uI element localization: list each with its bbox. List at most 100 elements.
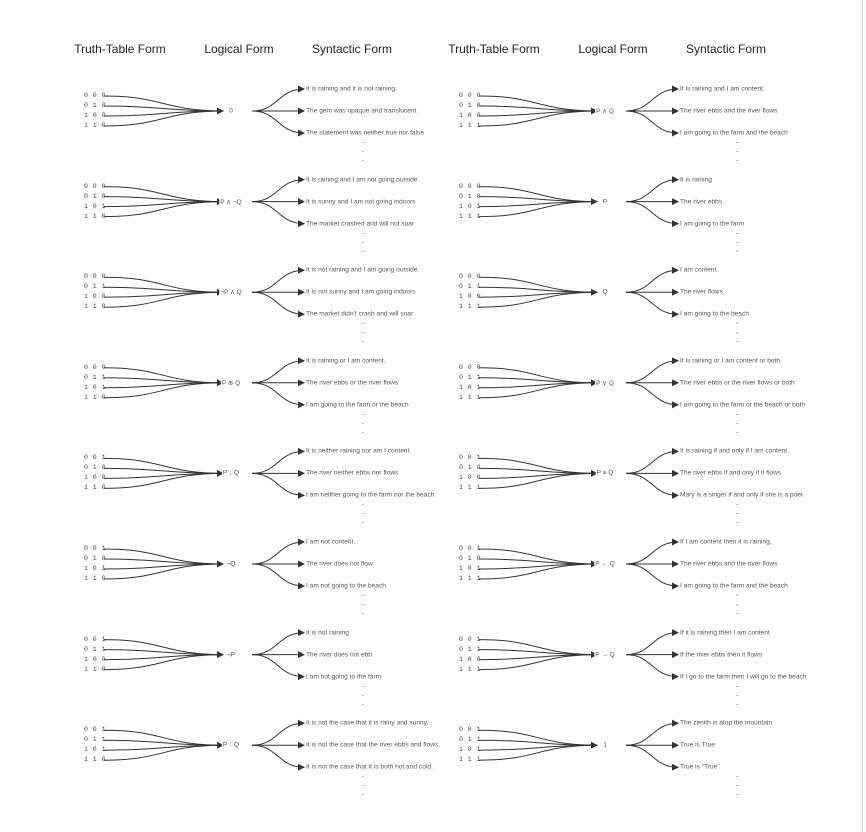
truth-table-right-6: 0 0 1 0 1 0 1 0 1 1 1 1 bbox=[459, 544, 481, 584]
fan-out-arrow bbox=[251, 266, 305, 293]
logical-form-left-1: 0 bbox=[228, 107, 234, 115]
syntactic-sentence: True is "True" bbox=[680, 763, 720, 771]
truth-table-left-2: 0 0 0 0 1 0 1 0 1 1 1 0 bbox=[84, 182, 106, 222]
truth-row: 0 1 1 bbox=[84, 645, 107, 653]
continuation-ellipsis: · · · bbox=[361, 137, 365, 165]
fan-out-arrow bbox=[251, 110, 305, 137]
syntactic-sentence: The statement was neither true nor false bbox=[306, 129, 425, 137]
syntactic-sentence: The river ebbs bbox=[680, 198, 723, 206]
truth-row: 0 0 0 bbox=[84, 273, 107, 281]
truth-table-right-1: 0 0 0 0 1 0 1 0 0 1 1 1 bbox=[459, 91, 481, 131]
truth-row: 1 0 0 bbox=[84, 655, 107, 663]
header-truth-table-form-left: Truth-Table Form bbox=[74, 42, 166, 56]
fan-out-arrow bbox=[251, 382, 305, 409]
fan-in-line bbox=[103, 741, 224, 761]
truth-row: 1 0 0 bbox=[459, 112, 482, 119]
syntactic-sentence: The river flows bbox=[680, 288, 723, 296]
truth-row: 0 1 0 bbox=[459, 464, 482, 472]
syntactic-sentence: The market didn't crash and will soar bbox=[306, 310, 414, 318]
fan-in-line bbox=[478, 741, 598, 761]
continuation-ellipsis: · · · bbox=[361, 499, 365, 528]
truth-row: 1 1 0 bbox=[84, 575, 107, 582]
truth-row: 0 0 1 bbox=[84, 454, 107, 462]
fan-out-arrow bbox=[625, 266, 679, 293]
logical-form-left-4: P ⊕ Q bbox=[220, 378, 242, 387]
syntactic-sentence: I am not going to the farm bbox=[306, 673, 382, 681]
truth-row: 1 0 0 bbox=[84, 112, 107, 119]
truth-row: 0 0 1 bbox=[459, 726, 482, 734]
fan-in-line bbox=[478, 379, 598, 399]
syntactic-sentence: I am going to the farm and the beach bbox=[680, 129, 788, 137]
truth-row: 0 0 1 bbox=[459, 545, 482, 552]
syntactic-sentence: The river ebbs if and only if it flows bbox=[680, 469, 782, 477]
header-syntactic-form-left: Syntactic Form bbox=[311, 42, 393, 56]
continuation-ellipsis: · · · bbox=[361, 771, 365, 800]
truth-table-right-5: 0 0 1 0 1 0 1 0 0 1 1 1 bbox=[459, 453, 481, 493]
continuation-ellipsis: · · · bbox=[735, 590, 739, 618]
continuation-ellipsis: · · · bbox=[735, 408, 739, 437]
logical-form-right-4: P ∨ Q bbox=[595, 378, 615, 387]
logical-form-left-7: ¬P bbox=[225, 651, 237, 659]
syntactic-sentence: The river ebbs and the river flows bbox=[680, 560, 778, 568]
truth-row: 1 0 1 bbox=[84, 746, 107, 754]
header-logical-form-right: Logical Form bbox=[578, 42, 648, 56]
fan-out-arrow bbox=[251, 291, 305, 318]
truth-row: 0 0 0 bbox=[459, 363, 482, 371]
syntactic-sentence: The river ebbs and the river flows bbox=[680, 107, 778, 115]
logical-form-left-5: P ↓ Q bbox=[221, 469, 241, 477]
truth-table-right-4: 0 0 0 0 1 1 1 0 1 1 1 1 bbox=[459, 363, 481, 403]
fan-out-arrow bbox=[251, 201, 305, 228]
continuation-ellipsis: · · · bbox=[735, 680, 739, 709]
truth-row: 0 0 1 bbox=[84, 726, 107, 734]
syntactic-sentence: The river does not ebb bbox=[306, 651, 372, 659]
fan-out-arrow bbox=[625, 719, 679, 746]
logical-form-right-7: P → Q bbox=[594, 651, 616, 659]
syntactic-sentence: I am not going to the beach bbox=[306, 582, 386, 590]
truth-table-left-1: 0 0 0 0 1 0 1 0 0 1 1 0 bbox=[84, 91, 106, 131]
syntactic-sentence: It is neither raining nor am I content. bbox=[306, 447, 412, 455]
truth-row: 1 1 0 bbox=[84, 393, 107, 401]
fan-out-arrow bbox=[625, 744, 679, 771]
fan-out-arrow bbox=[625, 654, 679, 681]
fan-out-arrow bbox=[251, 654, 305, 681]
continuation-ellipsis: · · · bbox=[735, 137, 739, 165]
truth-row: 1 0 0 bbox=[459, 293, 482, 301]
truth-table-left-8: 0 0 1 0 1 1 1 0 1 1 1 0 bbox=[84, 725, 106, 765]
fan-in-line bbox=[103, 469, 224, 489]
fan-in-line bbox=[478, 469, 598, 489]
truth-row: 1 1 1 bbox=[459, 484, 482, 492]
syntactic-sentence: Mary is a singer if and only if she is a… bbox=[680, 491, 803, 499]
syntactic-sentence: I am going to the farm or the beach bbox=[306, 401, 409, 409]
truth-table-right-7: 0 0 1 0 1 1 1 0 0 1 1 1 bbox=[459, 635, 481, 675]
truth-row: 1 0 1 bbox=[459, 383, 482, 391]
syntactic-sentence: I am not content. bbox=[306, 538, 356, 546]
truth-row: 1 0 1 bbox=[459, 565, 482, 572]
truth-row: 1 0 0 bbox=[459, 474, 482, 482]
fan-out-arrow bbox=[251, 357, 305, 384]
truth-row: 1 1 0 bbox=[84, 756, 107, 764]
syntactic-sentence: I am going to the farm or the beach or b… bbox=[680, 401, 805, 409]
syntactic-sentence: It is raining and it is not raining. bbox=[306, 85, 397, 93]
fan-out-arrow bbox=[251, 744, 305, 771]
continuation-ellipsis: · · · bbox=[735, 499, 739, 528]
syntactic-sentence: It is raining and I am not going outside bbox=[306, 176, 418, 184]
fan-out-arrow bbox=[251, 176, 305, 203]
syntactic-sentence: I am neither going to the farm nor the b… bbox=[306, 491, 435, 499]
truth-table-left-3: 0 0 0 0 1 1 1 0 0 1 1 0 bbox=[84, 272, 106, 312]
fan-out-arrow bbox=[625, 110, 679, 137]
truth-row: 1 0 1 bbox=[84, 202, 107, 210]
truth-row: 0 1 0 bbox=[84, 102, 107, 109]
truth-row: 1 0 1 bbox=[459, 746, 482, 754]
fan-out-arrow bbox=[251, 629, 305, 656]
truth-row: 0 1 1 bbox=[459, 645, 482, 653]
syntactic-sentence: It is raining or I am content. bbox=[306, 357, 386, 365]
syntactic-sentence: The river does not flow bbox=[306, 560, 373, 568]
syntactic-sentence: If the river ebbs then it flows bbox=[680, 651, 763, 659]
fan-out-arrow bbox=[251, 447, 305, 474]
truth-row: 0 1 1 bbox=[84, 736, 107, 744]
fan-out-arrow bbox=[625, 85, 679, 112]
truth-row: 1 1 1 bbox=[459, 756, 482, 764]
continuation-ellipsis: · · · bbox=[735, 318, 739, 347]
truth-table-left-4: 0 0 0 0 1 1 1 0 1 1 1 0 bbox=[84, 363, 106, 403]
truth-row: 1 0 0 bbox=[84, 474, 107, 482]
